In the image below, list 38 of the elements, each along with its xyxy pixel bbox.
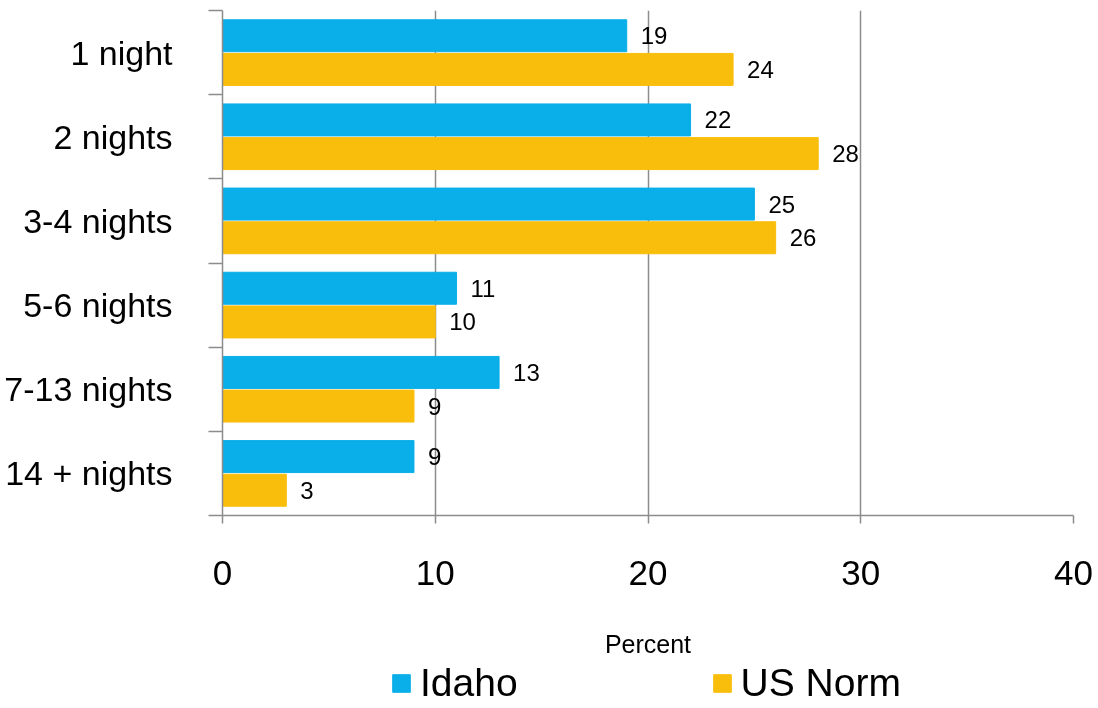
data-label: 24: [747, 55, 774, 83]
data-label: 26: [789, 224, 817, 252]
legend-label: Idaho: [420, 661, 518, 705]
data-label: 28: [832, 140, 859, 168]
bar: [222, 187, 755, 221]
y-tick-label: 1 night: [70, 33, 174, 72]
bar: [222, 221, 777, 255]
bar: [222, 305, 436, 339]
y-tick-label: 3-4 nights: [23, 201, 173, 240]
bar: [222, 440, 415, 474]
x-tick-label: 30: [841, 552, 881, 592]
data-label: 25: [768, 190, 796, 218]
x-tick-label: 10: [415, 552, 455, 592]
bar: [222, 473, 287, 507]
data-label: 10: [449, 308, 476, 336]
x-tick-label: 40: [1054, 552, 1093, 592]
bar: [222, 389, 415, 423]
bar: [222, 19, 628, 53]
data-label: 9: [427, 443, 442, 471]
bar: [222, 137, 819, 171]
y-tick-label: 7-13 nights: [4, 370, 173, 409]
bar: [222, 103, 692, 137]
data-label: 22: [704, 106, 732, 134]
bar: [222, 52, 734, 86]
x-axis-title: Percent: [604, 629, 692, 658]
data-label: 3: [300, 476, 314, 504]
data-label: 19: [640, 22, 668, 50]
data-label: 11: [470, 274, 496, 302]
x-tick-label: 0: [212, 552, 233, 592]
bar: [222, 271, 458, 305]
y-tick-label: 2 nights: [53, 117, 173, 156]
data-label: 9: [427, 392, 442, 420]
bar: [222, 355, 500, 389]
legend-label: US Norm: [740, 661, 901, 705]
x-tick-label: 20: [628, 552, 668, 592]
y-tick-label: 5-6 nights: [23, 286, 173, 325]
y-tick-label: 14 + nights: [5, 454, 173, 493]
data-label: 13: [513, 358, 540, 386]
